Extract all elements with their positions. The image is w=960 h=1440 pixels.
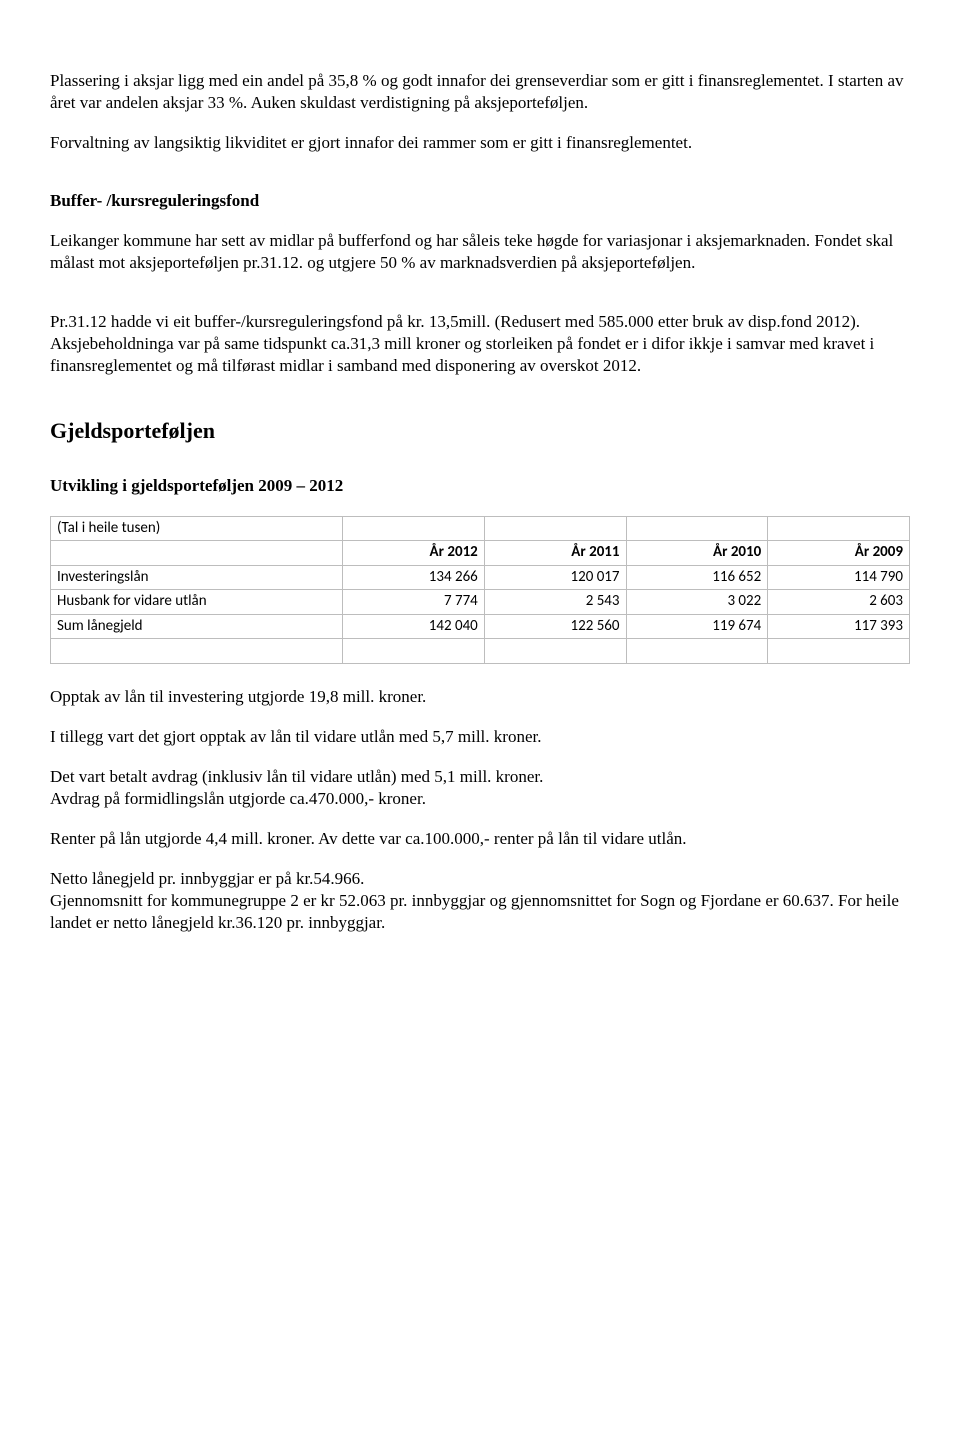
buffer-paragraph-3: Aksjebeholdninga var på same tidspunkt c… [50, 333, 910, 377]
table-caption-row: (Tal i heile tusen) [51, 516, 910, 541]
table-row-empty [51, 639, 910, 664]
paragraph-intro-2: Forvaltning av langsiktig likviditet er … [50, 132, 910, 154]
table-row: Investeringslån 134 266 120 017 116 652 … [51, 565, 910, 590]
gjeld-paragraph-1: Opptak av lån til investering utgjorde 1… [50, 686, 910, 708]
table-header-row: År 2012 År 2011 År 2010 År 2009 [51, 541, 910, 566]
table-cell: 142 040 [343, 614, 485, 639]
gjeld-paragraph-5b: Gjennomsnitt for kommunegruppe 2 er kr 5… [50, 890, 910, 934]
paragraph-intro-1: Plassering i aksjar ligg med ein andel p… [50, 70, 910, 114]
buffer-heading: Buffer- /kursreguleringsfond [50, 190, 910, 212]
gjeld-paragraph-2: I tillegg vart det gjort opptak av lån t… [50, 726, 910, 748]
table-cell: 119 674 [626, 614, 768, 639]
table-header-cell: År 2009 [768, 541, 910, 566]
table-cell: 134 266 [343, 565, 485, 590]
table-cell: 117 393 [768, 614, 910, 639]
gjeld-paragraph-4: Renter på lån utgjorde 4,4 mill. kroner.… [50, 828, 910, 850]
table-row: Husbank for vidare utlån 7 774 2 543 3 0… [51, 590, 910, 615]
gjeld-paragraph-3a: Det vart betalt avdrag (inklusiv lån til… [50, 766, 910, 788]
table-row: Sum lånegjeld 142 040 122 560 119 674 11… [51, 614, 910, 639]
gjeld-paragraph-5a: Netto lånegjeld pr. innbyggjar er på kr.… [50, 868, 910, 890]
table-cell: 3 022 [626, 590, 768, 615]
table-cell: Investeringslån [51, 565, 343, 590]
gjeld-table: (Tal i heile tusen) År 2012 År 2011 År 2… [50, 516, 910, 664]
buffer-paragraph-1: Leikanger kommune har sett av midlar på … [50, 230, 910, 274]
table-header-cell: År 2010 [626, 541, 768, 566]
table-cell: 2 603 [768, 590, 910, 615]
table-cell: Husbank for vidare utlån [51, 590, 343, 615]
table-cell: 122 560 [484, 614, 626, 639]
table-cell: 116 652 [626, 565, 768, 590]
table-header-cell [51, 541, 343, 566]
table-header-cell: År 2012 [343, 541, 485, 566]
table-caption: (Tal i heile tusen) [51, 516, 343, 541]
table-cell: 114 790 [768, 565, 910, 590]
buffer-paragraph-2: Pr.31.12 hadde vi eit buffer-/kursregule… [50, 311, 910, 333]
table-cell: 7 774 [343, 590, 485, 615]
gjeld-paragraph-3b: Avdrag på formidlingslån utgjorde ca.470… [50, 788, 910, 810]
table-cell: Sum lånegjeld [51, 614, 343, 639]
table-cell: 120 017 [484, 565, 626, 590]
gjeld-heading: Gjeldsporteføljen [50, 417, 910, 446]
table-cell: 2 543 [484, 590, 626, 615]
table-header-cell: År 2011 [484, 541, 626, 566]
gjeld-subheading: Utvikling i gjeldsporteføljen 2009 – 201… [50, 475, 910, 497]
